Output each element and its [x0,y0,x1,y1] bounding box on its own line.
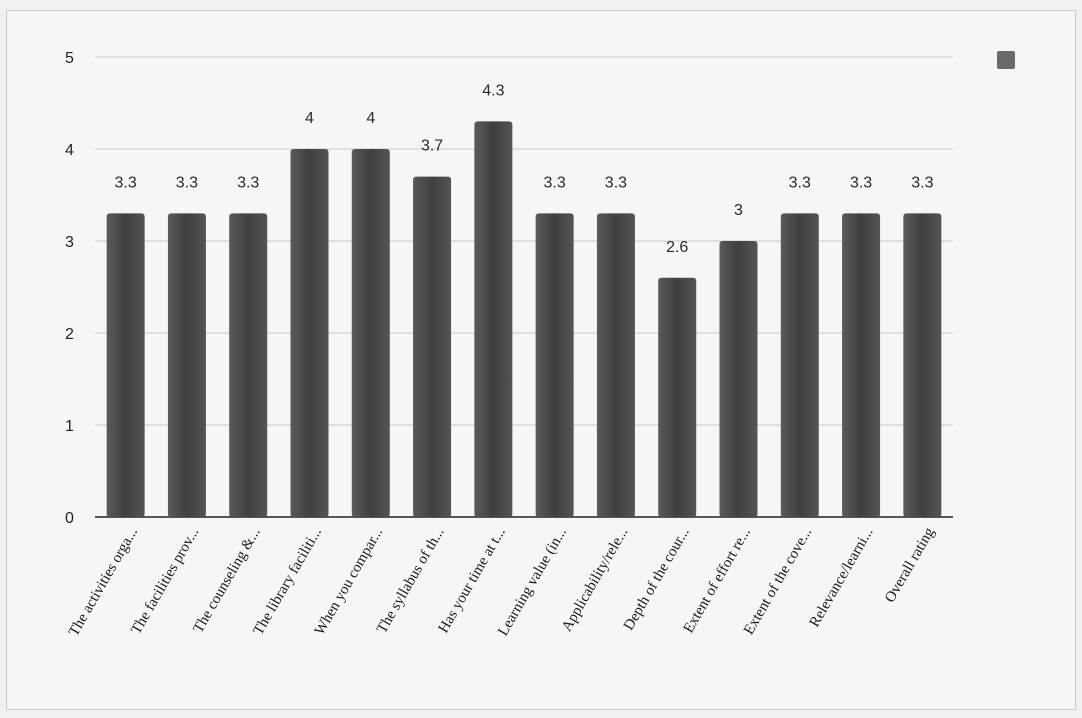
bar [780,213,819,517]
bar [106,213,145,517]
x-tick-label: Applicability/rele... [559,525,631,634]
bar [535,213,574,517]
y-tick-label: 2 [65,326,74,343]
data-label: 3.3 [789,174,811,191]
data-label: 3.7 [421,138,443,155]
y-tick-label: 3 [65,234,74,251]
data-label: 3.3 [115,174,137,191]
bar [658,277,697,517]
x-tick-label: The activities orga... [66,525,141,639]
data-label: 4.3 [482,82,504,99]
bar [596,213,635,517]
x-tick-label: Overall rating [882,525,938,606]
data-label: 3.3 [850,174,872,191]
data-label: 4 [366,110,375,127]
data-labels-layer: 3.3 3.3 3.3 4 4 3.7 4.3 3.3 3.3 2.6 3 3.3 3.3 3.3 [115,82,934,255]
data-label: 3.3 [176,174,198,191]
data-label: 3.3 [605,174,627,191]
x-tick-label: Extent of the cove... [741,525,815,638]
x-tick-label: The library faciliti... [251,525,325,638]
x-tick-label: Has your time at t... [436,525,509,636]
y-tick-label: 5 [65,50,74,67]
x-tick-label: Learning value (in... [495,525,570,639]
x-tick-labels-layer: The activities orga...The facilities pro… [66,525,938,640]
x-tick-label: Depth of the cour... [621,525,693,633]
x-tick-label: When you compar... [312,525,386,638]
bar [719,241,758,517]
x-tick-label: Relevance/learni... [807,525,877,630]
data-label: 3.3 [544,174,566,191]
x-tick-label: The facilities prov... [128,525,202,637]
legend-swatch [997,51,1015,69]
y-tick-label: 1 [65,418,74,435]
y-tick-label: 4 [65,142,74,159]
y-tick-label: 0 [65,510,74,527]
bar [229,213,268,517]
data-label: 3.3 [911,174,933,191]
x-tick-label: The syllabus of th... [374,525,447,636]
x-tick-label: The counseling &... [190,525,263,636]
bar [903,213,942,517]
bar [290,149,329,517]
x-tick-label: Extent of effort re... [681,525,754,636]
bar [351,149,390,517]
bars-layer [106,121,942,518]
data-label: 4 [305,110,314,127]
bar [474,121,513,518]
bar [413,176,452,517]
bar [842,213,881,517]
data-label: 2.6 [666,239,688,256]
bar [167,213,206,517]
data-label: 3.3 [237,174,259,191]
data-label: 3 [734,202,743,219]
